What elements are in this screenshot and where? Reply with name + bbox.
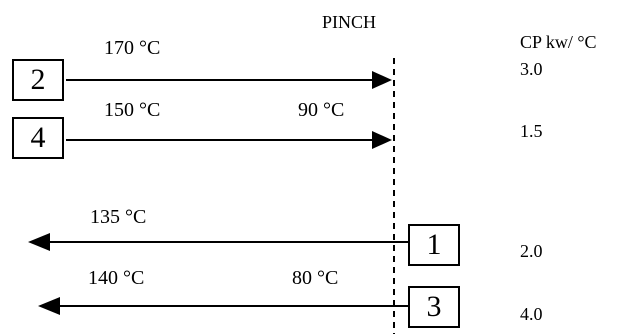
stream-2-arrowhead [372,71,392,89]
stream-4-cp: 1.5 [520,121,543,141]
stream-1-box: 1 [408,224,460,266]
stream-3-arrowhead [38,297,60,315]
stream-4-box: 4 [12,117,64,159]
stream-4-start-temp: 150 °C [104,99,161,121]
stream-1-arrowhead [28,233,50,251]
stream-4-arrowhead [372,131,392,149]
stream-4-end-temp: 90 °C [298,99,345,121]
stream-1-end-temp: 135 °C [90,206,147,228]
stream-2-start-temp: 170 °C [104,37,161,59]
stream-2-cp: 3.0 [520,59,543,79]
stream-3-box: 3 [408,286,460,328]
stream-1-cp: 2.0 [520,241,543,261]
stream-2-box: 2 [12,59,64,101]
pinch-label: PINCH [322,12,377,32]
stream-3-start-temp: 80 °C [292,267,339,289]
stream-3-cp: 4.0 [520,304,543,324]
cp-header: CP kw/ °C [520,32,597,52]
stream-3-end-temp: 140 °C [88,267,145,289]
